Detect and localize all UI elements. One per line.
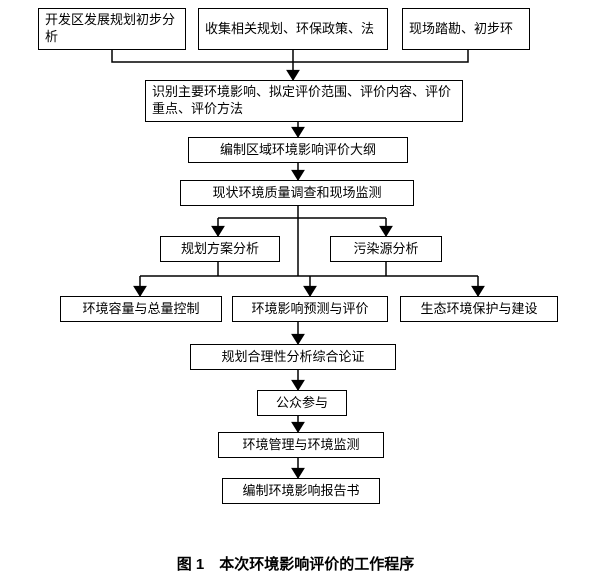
node-n_poll_ana: 污染源分析 (330, 236, 442, 262)
node-label-n_outline: 编制区域环境影响评价大纲 (195, 142, 401, 159)
node-n_rational: 规划合理性分析综合论证 (190, 344, 396, 370)
node-label-n_manage: 环境管理与环境监测 (225, 437, 377, 454)
arrowhead (304, 286, 316, 296)
arrowhead (292, 127, 304, 137)
arrowhead (472, 286, 484, 296)
node-n_report: 编制环境影响报告书 (222, 478, 380, 504)
figure-caption: 图 1 本次环境影响评价的工作程序 (0, 555, 591, 575)
node-n_plan_ana: 规划方案分析 (160, 236, 280, 262)
node-label-n_scope: 识别主要环境影响、拟定评价范围、评价内容、评价重点、评价方法 (152, 84, 456, 118)
arrowhead (292, 468, 304, 478)
node-label-n_pred: 环境影响预测与评价 (239, 301, 381, 318)
node-n_survey: 现状环境质量调查和现场监测 (180, 180, 414, 206)
node-n_outline: 编制区域环境影响评价大纲 (188, 137, 408, 163)
node-label-n_top_right: 现场踏勘、初步环 (409, 21, 523, 38)
arrowhead (292, 334, 304, 344)
node-label-n_report: 编制环境影响报告书 (229, 483, 373, 500)
node-n_public: 公众参与 (257, 390, 347, 416)
node-n_eco: 生态环境保护与建设 (400, 296, 558, 322)
arrowhead (292, 380, 304, 390)
edge (112, 50, 468, 62)
node-label-n_public: 公众参与 (264, 395, 340, 412)
node-label-n_plan_ana: 规划方案分析 (167, 241, 273, 258)
arrowhead (292, 422, 304, 432)
node-n_manage: 环境管理与环境监测 (218, 432, 384, 458)
node-n_scope: 识别主要环境影响、拟定评价范围、评价内容、评价重点、评价方法 (145, 80, 463, 122)
arrowhead (212, 226, 224, 236)
node-n_cap: 环境容量与总量控制 (60, 296, 222, 322)
node-label-n_rational: 规划合理性分析综合论证 (197, 349, 389, 366)
node-label-n_survey: 现状环境质量调查和现场监测 (187, 185, 407, 202)
arrowhead (292, 170, 304, 180)
arrowhead (380, 226, 392, 236)
flowchart-canvas: 开发区发展规划初步分析 收集相关规划、环保政策、法 现场踏勘、初步环识别主要环境影响… (0, 0, 591, 577)
node-label-n_poll_ana: 污染源分析 (337, 241, 435, 258)
arrowhead (134, 286, 146, 296)
node-n_top_right: 现场踏勘、初步环 (402, 8, 530, 50)
node-n_top_mid: 收集相关规划、环保政策、法 (198, 8, 388, 50)
node-n_top_left: 开发区发展规划初步分析 (38, 8, 186, 50)
node-label-n_top_left: 开发区发展规划初步分析 (45, 12, 179, 46)
node-n_pred: 环境影响预测与评价 (232, 296, 388, 322)
arrowhead (287, 70, 299, 80)
node-label-n_top_mid: 收集相关规划、环保政策、法 (205, 21, 381, 38)
node-label-n_eco: 生态环境保护与建设 (407, 301, 551, 318)
node-label-n_cap: 环境容量与总量控制 (67, 301, 215, 318)
